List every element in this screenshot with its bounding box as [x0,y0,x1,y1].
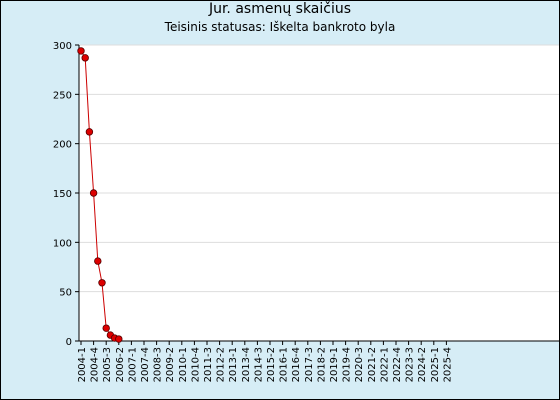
x-tick-label: 2014-3 [253,347,264,382]
data-point [81,54,89,62]
data-point [94,257,102,265]
chart-subtitle: Teisinis statusas: Iškelta bankroto byla [164,20,396,34]
x-tick-label: 2017-3 [304,347,315,382]
x-tick-label: 2025-1 [430,347,441,382]
x-tick-label: 2021-2 [367,347,378,382]
x-tick-label: 2022-4 [392,347,403,382]
x-tick-label: 2020-3 [354,347,365,382]
data-point [77,47,85,55]
x-tick-label: 2015-2 [266,347,277,382]
x-tick-label: 2008-3 [153,347,164,382]
gridlines [79,44,559,293]
x-tick-label: 2022-1 [379,347,390,382]
x-tick-label: 2013-4 [241,347,252,382]
data-point [89,189,98,197]
data-point [98,279,106,287]
x-tick-label: 2004-4 [90,347,101,382]
y-tick-label: 200 [53,140,72,151]
series-1 [77,47,123,343]
x-tick-label: 2009-2 [165,347,176,382]
x-tick-label: 2025-4 [442,347,453,382]
x-tick-label: 2016-1 [279,347,290,382]
chart-title: Jur. asmenų skaičius [208,1,352,17]
x-tick-label: 2019-4 [342,347,353,382]
y-tick-label: 150 [53,189,72,200]
data-point [115,335,123,343]
x-tick-label: 2010-4 [190,347,201,382]
x-tick-label: 2007-4 [140,347,151,382]
y-tick-label: 0 [66,337,72,348]
x-tick-label: 2010-1 [178,347,189,382]
x-tick-label: 2004-1 [77,347,88,382]
x-tick-label: 2023-3 [405,347,416,382]
y-tick-label: 100 [53,238,72,249]
y-tick-label: 300 [53,41,72,52]
x-axis: 2004-1 2004-4 2005-3 2006-2 2007-1 2007-4 2008… [77,340,559,382]
x-tick-label: 2018-2 [316,347,327,382]
x-tick-label: 2012-2 [216,347,227,382]
data-point [102,324,110,332]
x-tick-label: 2016-4 [291,347,302,382]
x-tick-label: 2011-3 [203,347,214,382]
y-tick-label: 250 [53,90,72,101]
x-tick-label: 2013-1 [228,347,239,382]
x-tick-label: 2006-2 [115,347,126,382]
x-tick-label: 2024-2 [417,347,428,382]
y-tick-label: 50 [59,288,72,299]
x-tick-label: 2007-1 [127,347,138,382]
y-axis: 0 50 100 150 200 250 300 [53,41,80,348]
data-point [85,128,94,136]
x-tick-label: 2005-3 [102,347,113,382]
x-tick-label: 2019-1 [329,347,340,382]
